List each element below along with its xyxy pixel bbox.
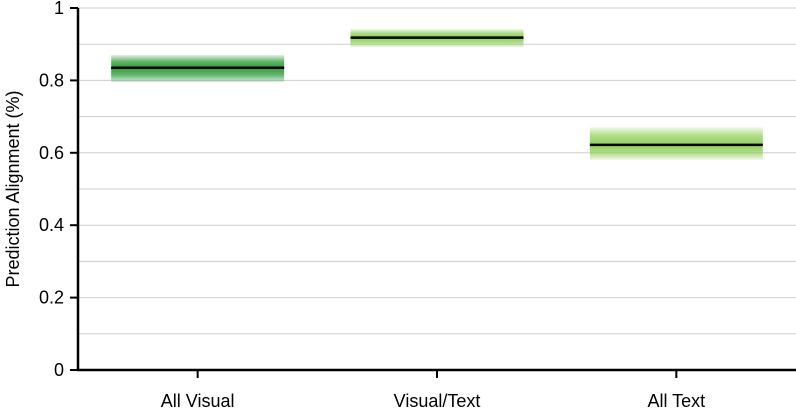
x-category-label: Visual/Text <box>394 391 481 410</box>
y-tick-label: 0.6 <box>39 143 64 163</box>
y-tick-label: 0.2 <box>39 288 64 308</box>
y-ticks: 0 0.2 0.4 0.6 0.8 1 <box>39 0 78 380</box>
y-tick-label: 0.8 <box>39 70 64 90</box>
y-axis-title: Prediction Alignment (%) <box>3 90 23 287</box>
y-tick-label: 0.4 <box>39 215 64 235</box>
y-tick-label: 1 <box>54 0 64 18</box>
x-category-label: All Visual <box>161 391 235 410</box>
x-labels: All Visual Visual/Text All Text <box>161 370 705 410</box>
x-category-label: All Text <box>647 391 705 410</box>
boxes <box>111 28 763 161</box>
y-tick-label: 0 <box>54 360 64 380</box>
